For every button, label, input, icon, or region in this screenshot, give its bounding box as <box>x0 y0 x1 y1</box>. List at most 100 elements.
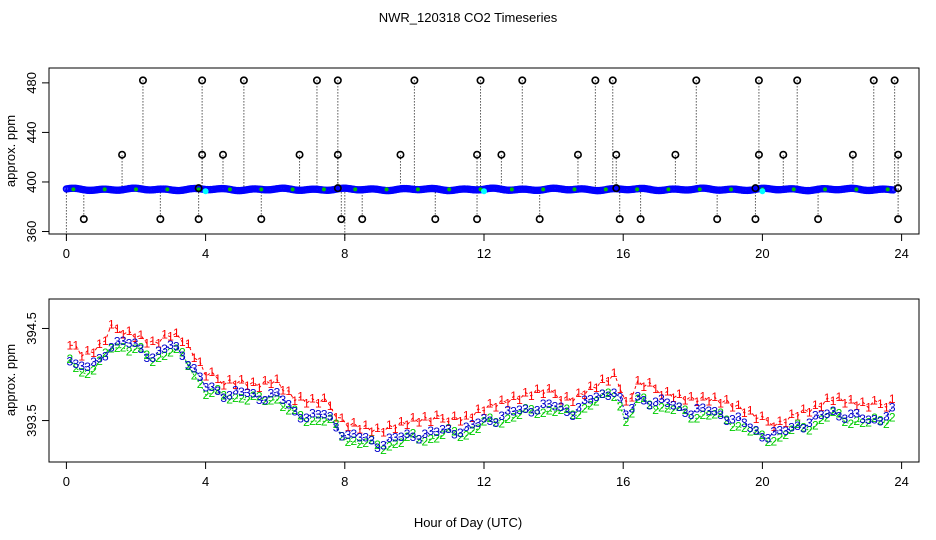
bottom-series-point-3: 3 <box>155 344 162 358</box>
bottom-series-line-2 <box>69 346 893 451</box>
bottom-series-point-3: 3 <box>575 401 582 415</box>
bottom-plot-xlabel: Hour of Day (UTC) <box>414 515 522 530</box>
bottom-series-point-3: 3 <box>859 412 866 426</box>
bottom-series-point-1: 1 <box>694 395 701 409</box>
bottom-series-point-3: 3 <box>629 402 636 416</box>
top-spike-point-high <box>239 76 248 85</box>
bottom-series-point-1: 1 <box>871 393 878 407</box>
top-overlay-point <box>697 187 702 192</box>
bottom-series-point-3: 3 <box>274 385 281 399</box>
top-plot-axes: 0 4 8 12 16 20 24 360 400 440 480 <box>24 72 909 261</box>
bottom-series-point-2: 2 <box>191 368 198 382</box>
bottom-series-point-2: 2 <box>427 432 434 446</box>
bottom-series-point-2: 2 <box>723 413 730 427</box>
bottom-series-point-3: 3 <box>291 404 298 418</box>
bottom-series-point-1: 1 <box>717 397 724 411</box>
bottom-series-point-3: 3 <box>741 416 748 430</box>
bottom-series-point-1: 1 <box>670 391 677 405</box>
bottom-series-point-3: 3 <box>457 426 464 440</box>
bottom-series-point-3: 3 <box>220 391 227 405</box>
top-spike-point-high <box>333 76 342 85</box>
bottom-series-point-2: 2 <box>268 393 275 407</box>
bottom-series-point-1: 1 <box>711 390 718 404</box>
bottom-series-point-1: 1 <box>788 407 795 421</box>
bottom-series-point-1: 1 <box>427 415 434 429</box>
bottom-series-point-2: 2 <box>250 389 257 403</box>
top-overlay-point <box>509 187 514 192</box>
top-spike-point-low <box>358 215 367 224</box>
bottom-series-point-3: 3 <box>244 386 251 400</box>
bottom-series-point-3: 3 <box>469 417 476 431</box>
bottom-series-point-3: 3 <box>167 338 174 352</box>
bottom-series-point-3: 3 <box>593 390 600 404</box>
bottom-series-point-2: 2 <box>356 437 363 451</box>
bottom-series-point-3: 3 <box>197 370 204 384</box>
bottom-series-point-2: 2 <box>67 352 74 366</box>
top-overlay-point <box>885 187 890 192</box>
top-spike-point-low <box>79 215 88 224</box>
bottom-series-point-2: 2 <box>771 435 778 449</box>
bottom-series-point-1: 1 <box>120 328 127 342</box>
bottom-series-point-1: 1 <box>143 336 150 350</box>
bottom-series-point-1: 1 <box>563 389 570 403</box>
bottom-series-point-3: 3 <box>853 407 860 421</box>
top-spike-point-low <box>156 215 165 224</box>
bottom-series-point-1: 1 <box>504 397 511 411</box>
bottom-series-point-2: 2 <box>853 414 860 428</box>
top-baseline-marker <box>194 184 203 193</box>
bottom-series-point-3: 3 <box>605 389 612 403</box>
bottom-series-point-1: 1 <box>262 373 269 387</box>
bottom-series-point-3: 3 <box>149 351 156 365</box>
bottom-series-point-3: 3 <box>179 349 186 363</box>
top-spike-point-mid <box>118 150 127 159</box>
bottom-series-point-1: 1 <box>634 373 641 387</box>
top-x-tick-label: 8 <box>341 246 348 261</box>
bottom-series-point-1: 1 <box>818 400 825 414</box>
top-overlay-point <box>102 187 107 192</box>
bottom-series-point-3: 3 <box>670 399 677 413</box>
bottom-series-point-1: 1 <box>297 390 304 404</box>
bottom-series-point-3: 3 <box>309 406 316 420</box>
bottom-series-point-3: 3 <box>806 416 813 430</box>
bottom-series-point-2: 2 <box>558 403 565 417</box>
bottom-series-point-3: 3 <box>552 400 559 414</box>
bottom-series-point-3: 3 <box>439 423 446 437</box>
bottom-series-point-1: 1 <box>339 411 346 425</box>
bottom-series-point-2: 2 <box>404 430 411 444</box>
top-spike-point-high <box>198 76 207 85</box>
bottom-series-point-2: 2 <box>889 411 896 425</box>
bottom-series-point-1: 1 <box>268 377 275 391</box>
bottom-series-point-2: 2 <box>498 416 505 430</box>
bottom-series-point-2: 2 <box>658 401 665 415</box>
top-x-tick-label: 16 <box>616 246 630 261</box>
top-x-tick-label: 4 <box>202 246 209 261</box>
bottom-series-point-1: 1 <box>315 397 322 411</box>
bottom-series-point-2: 2 <box>398 436 405 450</box>
bottom-series-point-2: 2 <box>782 428 789 442</box>
bottom-series-point-3: 3 <box>262 394 269 408</box>
top-spike-point-mid <box>894 150 903 159</box>
bottom-series-point-2: 2 <box>788 423 795 437</box>
top-overlay-point <box>635 187 640 192</box>
bottom-series-point-2: 2 <box>800 421 807 435</box>
bottom-series-point-2: 2 <box>776 431 783 445</box>
top-spike-point-mid <box>219 150 228 159</box>
bottom-series-point-2: 2 <box>120 341 127 355</box>
bottom-series-point-2: 2 <box>546 404 553 418</box>
bottom-series-point-1: 1 <box>688 389 695 403</box>
bottom-series-point-3: 3 <box>268 386 275 400</box>
bottom-series-point-1: 1 <box>546 381 553 395</box>
bottom-series-point-1: 1 <box>173 326 180 340</box>
bottom-series-point-2: 2 <box>871 411 878 425</box>
top-spike-point-high <box>608 76 617 85</box>
bottom-series-point-1: 1 <box>652 382 659 396</box>
bottom-series-point-1: 1 <box>753 412 760 426</box>
bottom-series-point-2: 2 <box>504 412 511 426</box>
bottom-series-point-2: 2 <box>581 402 588 416</box>
bottom-series-point-3: 3 <box>67 354 74 368</box>
bottom-series-point-3: 3 <box>599 387 606 401</box>
bottom-series-point-1: 1 <box>421 410 428 424</box>
bottom-series-point-3: 3 <box>623 408 630 422</box>
bottom-series-point-2: 2 <box>487 411 494 425</box>
bottom-series-point-2: 2 <box>179 345 186 359</box>
